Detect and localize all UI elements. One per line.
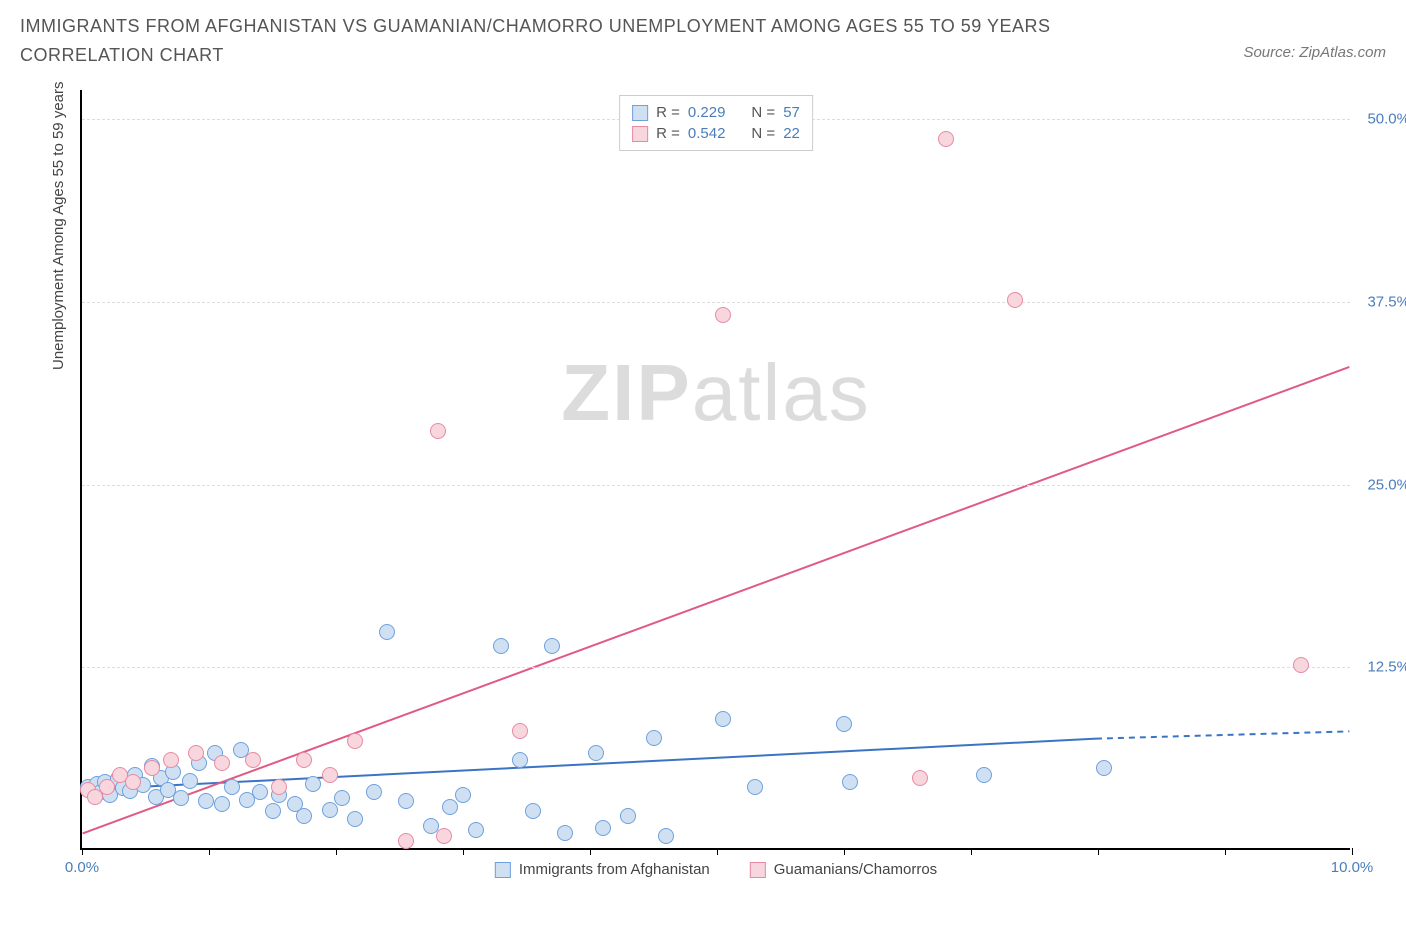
legend-item-series1: Immigrants from Afghanistan <box>495 861 710 878</box>
data-point <box>214 796 230 812</box>
data-point <box>125 774 141 790</box>
series-legend: Immigrants from Afghanistan Guamanians/C… <box>495 861 937 878</box>
swatch-icon <box>750 862 766 878</box>
y-tick-label: 12.5% <box>1367 659 1406 676</box>
data-point <box>398 793 414 809</box>
data-point <box>430 423 446 439</box>
x-tick <box>844 848 845 855</box>
data-point <box>366 784 382 800</box>
data-point <box>442 799 458 815</box>
x-tick <box>1098 848 1099 855</box>
source-attribution: Source: ZipAtlas.com <box>1243 44 1386 61</box>
data-point <box>214 755 230 771</box>
x-tick <box>590 848 591 855</box>
y-tick-label: 37.5% <box>1367 293 1406 310</box>
data-point <box>544 638 560 654</box>
data-point <box>347 811 363 827</box>
x-tick <box>971 848 972 855</box>
stats-legend: R = 0.229 N = 57 R = 0.542 N = 22 <box>619 95 813 151</box>
x-tick <box>1225 848 1226 855</box>
data-point <box>265 803 281 819</box>
data-point <box>379 624 395 640</box>
data-point <box>245 752 261 768</box>
data-point <box>99 779 115 795</box>
data-point <box>588 745 604 761</box>
data-point <box>525 803 541 819</box>
data-point <box>144 760 160 776</box>
data-point <box>173 790 189 806</box>
data-point <box>836 716 852 732</box>
y-tick-label: 25.0% <box>1367 476 1406 493</box>
data-point <box>271 779 287 795</box>
data-point <box>468 822 484 838</box>
data-point <box>182 773 198 789</box>
data-point <box>512 723 528 739</box>
data-point <box>198 793 214 809</box>
data-point <box>322 767 338 783</box>
swatch-series1 <box>632 105 648 121</box>
stats-row-series2: R = 0.542 N = 22 <box>632 123 800 144</box>
data-point <box>224 779 240 795</box>
x-tick <box>1352 848 1353 855</box>
data-point <box>252 784 268 800</box>
data-point <box>912 770 928 786</box>
x-tick <box>82 848 83 855</box>
data-point <box>436 828 452 844</box>
y-tick-label: 50.0% <box>1367 111 1406 128</box>
swatch-icon <box>495 862 511 878</box>
data-point <box>322 802 338 818</box>
data-point <box>747 779 763 795</box>
legend-item-series2: Guamanians/Chamorros <box>750 861 937 878</box>
stats-row-series1: R = 0.229 N = 57 <box>632 102 800 123</box>
data-point <box>334 790 350 806</box>
data-point <box>646 730 662 746</box>
data-point <box>305 776 321 792</box>
data-point <box>347 733 363 749</box>
data-point <box>512 752 528 768</box>
data-point <box>1096 760 1112 776</box>
data-point <box>620 808 636 824</box>
data-point <box>493 638 509 654</box>
data-point <box>188 745 204 761</box>
chart-container: Unemployment Among Ages 55 to 59 years Z… <box>60 90 1390 880</box>
plot-area: ZIPatlas R = 0.229 N = 57 R = 0.542 N = … <box>80 90 1350 850</box>
data-point <box>595 820 611 836</box>
data-point <box>938 131 954 147</box>
data-point <box>976 767 992 783</box>
data-point <box>1007 292 1023 308</box>
gridline <box>82 302 1350 303</box>
x-tick-label: 0.0% <box>65 859 99 876</box>
x-tick-label: 10.0% <box>1331 859 1374 876</box>
x-tick <box>336 848 337 855</box>
x-tick <box>209 848 210 855</box>
swatch-series2 <box>632 126 648 142</box>
data-point <box>715 711 731 727</box>
x-tick <box>463 848 464 855</box>
data-point <box>296 752 312 768</box>
data-point <box>842 774 858 790</box>
watermark: ZIPatlas <box>561 347 870 439</box>
data-point <box>296 808 312 824</box>
gridline <box>82 667 1350 668</box>
data-point <box>163 752 179 768</box>
gridline <box>82 485 1350 486</box>
data-point <box>1293 657 1309 673</box>
trend-lines <box>82 90 1350 848</box>
chart-title: IMMIGRANTS FROM AFGHANISTAN VS GUAMANIAN… <box>20 12 1120 70</box>
data-point <box>455 787 471 803</box>
x-tick <box>717 848 718 855</box>
data-point <box>658 828 674 844</box>
data-point <box>557 825 573 841</box>
y-axis-label: Unemployment Among Ages 55 to 59 years <box>50 81 67 370</box>
data-point <box>715 307 731 323</box>
data-point <box>398 833 414 849</box>
